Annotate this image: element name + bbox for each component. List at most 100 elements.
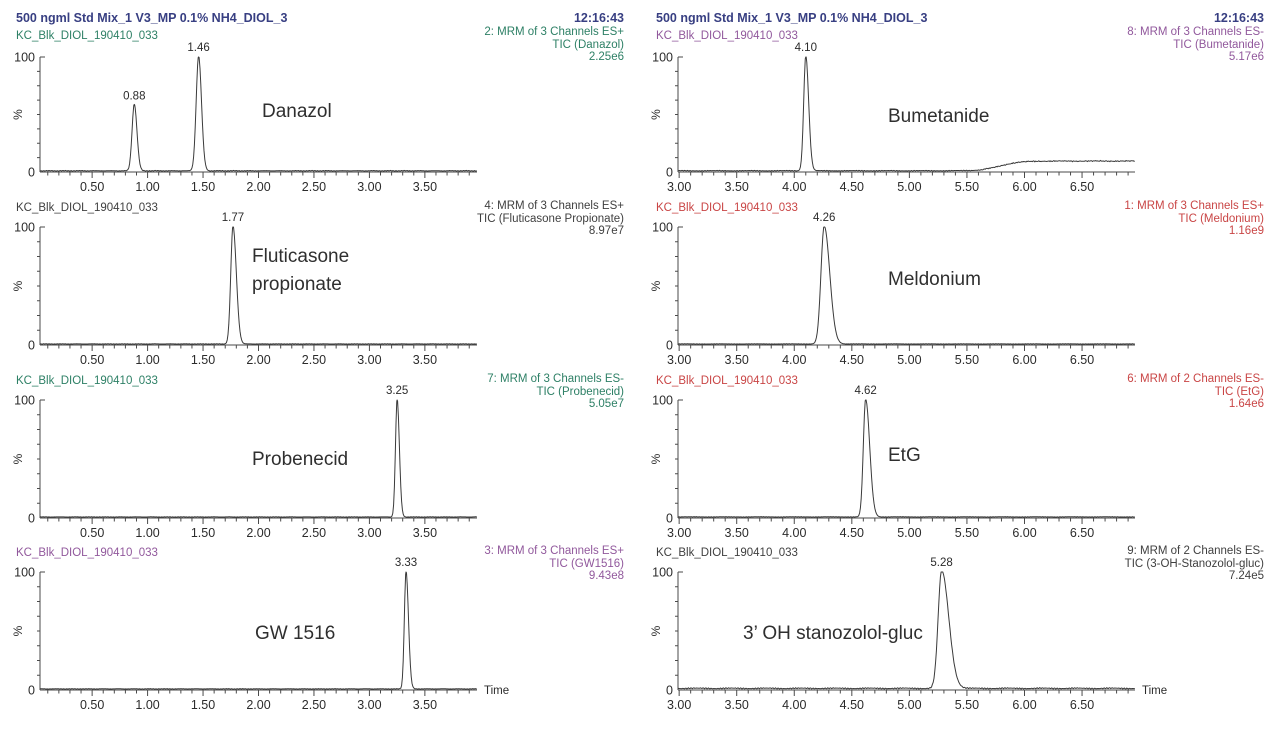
svg-text:0: 0: [666, 339, 673, 353]
compound-label: GW 1516: [255, 623, 336, 644]
intensity-value: 1.64e6: [1228, 398, 1264, 410]
svg-text:5.50: 5.50: [955, 526, 979, 540]
intensity-value: 5.17e6: [1228, 51, 1264, 63]
svg-text:5.00: 5.00: [897, 698, 921, 712]
svg-text:6.50: 6.50: [1070, 353, 1094, 367]
svg-text:100: 100: [14, 394, 35, 408]
svg-text:6.50: 6.50: [1070, 180, 1094, 194]
channel-info: 2: MRM of 3 Channels ES+ TIC (Danazol) 2…: [484, 26, 624, 64]
svg-text:Time: Time: [1142, 685, 1167, 697]
tic-label: TIC (3-OH-Stanozolol-gluc): [1124, 557, 1264, 570]
svg-text:4.50: 4.50: [840, 698, 864, 712]
sample-name: KC_Blk_DIOL_190410_033: [656, 202, 798, 214]
channel-description: 2: MRM of 3 Channels ES+: [484, 26, 624, 38]
svg-text:1.00: 1.00: [135, 180, 159, 194]
channel-description: 6: MRM of 2 Channels ES-: [1127, 373, 1264, 385]
svg-text:%: %: [11, 280, 25, 291]
svg-text:%: %: [649, 109, 663, 120]
tic-label: TIC (EtG): [1214, 385, 1264, 398]
tic-label: TIC (Bumetanide): [1173, 38, 1264, 51]
svg-text:100: 100: [14, 566, 35, 580]
svg-text:100: 100: [652, 221, 673, 235]
svg-text:5.00: 5.00: [897, 180, 921, 194]
svg-text:1.50: 1.50: [191, 698, 215, 712]
tic-label: TIC (GW1516): [549, 557, 624, 570]
svg-text:3.00: 3.00: [667, 698, 691, 712]
acquisition-time: 12:16:43: [1213, 11, 1264, 25]
sample-name: KC_Blk_DIOL_190410_033: [16, 30, 158, 42]
svg-text:%: %: [11, 625, 25, 636]
svg-text:6.00: 6.00: [1012, 698, 1036, 712]
svg-text:1.00: 1.00: [135, 698, 159, 712]
intensity-value: 5.05e7: [588, 398, 624, 410]
sample-set-title: 500 ngml Std Mix_1 V3_MP 0.1% NH4_DIOL_3: [16, 11, 288, 25]
svg-text:5.50: 5.50: [955, 180, 979, 194]
panel-meldonium: KC_Blk_DIOL_190410_033 1: MRM of 3 Chann…: [640, 195, 1280, 368]
svg-text:0: 0: [666, 512, 673, 526]
svg-text:3.33: 3.33: [395, 557, 417, 569]
channel-info: 7: MRM of 3 Channels ES- TIC (Probenecid…: [487, 373, 624, 411]
sample-name: KC_Blk_DIOL_190410_033: [16, 375, 158, 387]
compound-label: Meldonium: [888, 269, 981, 290]
svg-text:100: 100: [652, 51, 673, 65]
chromatogram-plot: 0.50 1.00 1.50 2.00 2.50 3.00 3.50 100 0% Time 3.3…: [11, 557, 509, 712]
svg-text:4.50: 4.50: [840, 180, 864, 194]
svg-text:5.50: 5.50: [955, 698, 979, 712]
svg-text:0.88: 0.88: [123, 90, 145, 102]
panel-probenecid: KC_Blk_DIOL_190410_033 7: MRM of 3 Chann…: [0, 368, 640, 540]
svg-text:4.50: 4.50: [840, 526, 864, 540]
channel-info: 9: MRM of 2 Channels ES- TIC (3-OH-Stano…: [1125, 545, 1264, 583]
svg-text:5.28: 5.28: [930, 557, 952, 569]
svg-text:100: 100: [652, 394, 673, 408]
svg-text:3.00: 3.00: [667, 180, 691, 194]
channel-info: 3: MRM of 3 Channels ES+ TIC (GW1516) 9.…: [484, 545, 624, 583]
svg-text:3.25: 3.25: [386, 385, 408, 397]
svg-text:5.00: 5.00: [897, 526, 921, 540]
compound-label: 3’ OH stanozolol-gluc: [743, 623, 923, 644]
intensity-value: 2.25e6: [588, 51, 624, 63]
channel-info: 1: MRM of 3 Channels ES+ TIC (Meldonium)…: [1124, 200, 1264, 238]
svg-text:3.00: 3.00: [667, 526, 691, 540]
svg-text:%: %: [649, 453, 663, 464]
chromatogram-column-left: 500 ngml Std Mix_1 V3_MP 0.1% NH4_DIOL_3…: [0, 0, 640, 712]
svg-text:2.50: 2.50: [302, 526, 326, 540]
svg-text:1.77: 1.77: [222, 212, 244, 224]
svg-text:6.50: 6.50: [1070, 698, 1094, 712]
svg-text:4.00: 4.00: [782, 180, 806, 194]
svg-text:0.50: 0.50: [80, 180, 104, 194]
svg-text:6.00: 6.00: [1012, 180, 1036, 194]
sample-set-title: 500 ngml Std Mix_1 V3_MP 0.1% NH4_DIOL_3: [656, 11, 928, 25]
svg-text:0: 0: [28, 339, 35, 353]
svg-text:3.00: 3.00: [357, 698, 381, 712]
svg-text:100: 100: [14, 221, 35, 235]
chromatogram-plot: 0.50 1.00 1.50 2.00 2.50 3.00 3.50 100 0% 0.88 1.4…: [11, 42, 478, 194]
svg-text:3.00: 3.00: [667, 353, 691, 367]
svg-text:1.50: 1.50: [191, 353, 215, 367]
chromatogram-plot: 0.50 1.00 1.50 2.00 2.50 3.00 3.50 100 0% 1.77: [11, 212, 477, 367]
svg-text:1.00: 1.00: [135, 526, 159, 540]
svg-text:3.50: 3.50: [725, 526, 749, 540]
svg-text:4.26: 4.26: [813, 212, 835, 224]
svg-text:0.50: 0.50: [80, 353, 104, 367]
svg-text:2.00: 2.00: [246, 353, 270, 367]
svg-text:3.50: 3.50: [725, 353, 749, 367]
svg-text:3.50: 3.50: [413, 698, 437, 712]
sample-name: KC_Blk_DIOL_190410_033: [656, 375, 798, 387]
compound-label: Fluticasone propionate: [252, 246, 350, 295]
chromatogram-plot: 3.00 3.50 4.00 4.50 5.00 5.50 6.00 6.50 100 0% 4.1…: [649, 42, 1135, 194]
channel-description: 8: MRM of 3 Channels ES-: [1127, 26, 1264, 38]
svg-text:4.62: 4.62: [854, 385, 876, 397]
svg-text:5.50: 5.50: [955, 353, 979, 367]
svg-text:1.50: 1.50: [191, 180, 215, 194]
intensity-value: 7.24e5: [1228, 570, 1264, 582]
acquisition-time: 12:16:43: [573, 11, 624, 25]
channel-info: 6: MRM of 2 Channels ES- TIC (EtG) 1.64e…: [1127, 373, 1264, 411]
svg-text:3.00: 3.00: [357, 353, 381, 367]
svg-text:5.00: 5.00: [897, 353, 921, 367]
svg-text:0: 0: [28, 166, 35, 180]
svg-text:%: %: [649, 280, 663, 291]
channel-info: 8: MRM of 3 Channels ES- TIC (Bumetanide…: [1127, 26, 1264, 64]
chromatogram-plot: 0.50 1.00 1.50 2.00 2.50 3.00 3.50 100 0% 3.25: [11, 385, 477, 540]
svg-text:0: 0: [28, 512, 35, 526]
panel-danazol: 500 ngml Std Mix_1 V3_MP 0.1% NH4_DIOL_3…: [0, 0, 640, 195]
